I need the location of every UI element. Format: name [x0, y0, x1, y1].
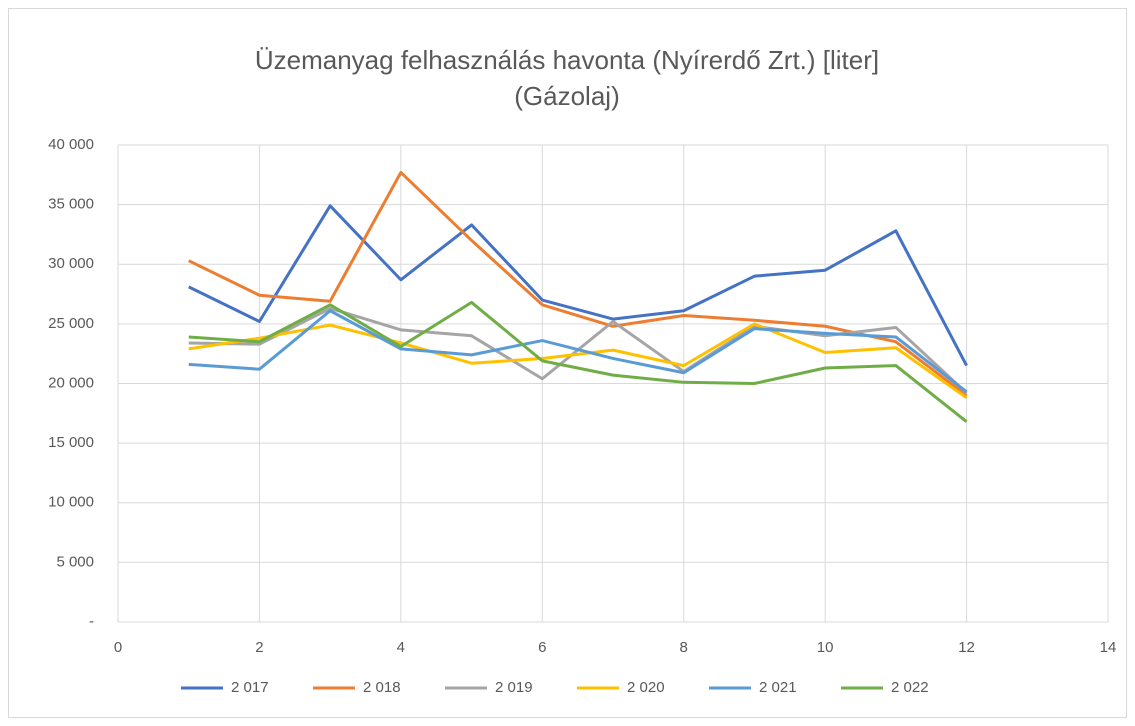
legend-label: 2 022 [891, 679, 929, 696]
chart-subtitle: (Gázolaj) [514, 81, 619, 111]
chart-border [8, 8, 1127, 718]
x-tick-label: 2 [255, 639, 263, 656]
line-series [188, 204, 968, 367]
line-series [188, 300, 968, 423]
line-series [188, 322, 968, 400]
legend-label: 2 019 [495, 679, 533, 696]
legend-label: 2 018 [363, 679, 401, 696]
x-tick-label: 6 [538, 639, 546, 656]
x-tick-label: 0 [114, 639, 122, 656]
legend-label: 2 021 [759, 679, 797, 696]
line-series [188, 170, 968, 397]
y-tick-label: 20 000 [48, 374, 94, 391]
line-series [188, 309, 968, 394]
x-tick-label: 14 [1100, 639, 1117, 656]
y-tick-label: 40 000 [48, 136, 94, 153]
legend-label: 2 020 [627, 679, 665, 696]
y-tick-label: 35 000 [48, 196, 94, 213]
chart-title: Üzemanyag felhasználás havonta (Nyírerdő… [255, 45, 879, 75]
x-tick-label: 10 [817, 639, 834, 656]
x-tick-label: 4 [397, 639, 405, 656]
y-tick-label: - [89, 613, 94, 630]
y-tick-label: 10 000 [48, 494, 94, 511]
y-tick-label: 30 000 [48, 255, 94, 272]
x-tick-label: 12 [958, 639, 975, 656]
y-tick-label: 25 000 [48, 315, 94, 332]
x-tick-label: 8 [680, 639, 688, 656]
y-tick-label: 5 000 [56, 553, 94, 570]
legend-label: 2 017 [231, 679, 269, 696]
y-tick-label: 15 000 [48, 434, 94, 451]
